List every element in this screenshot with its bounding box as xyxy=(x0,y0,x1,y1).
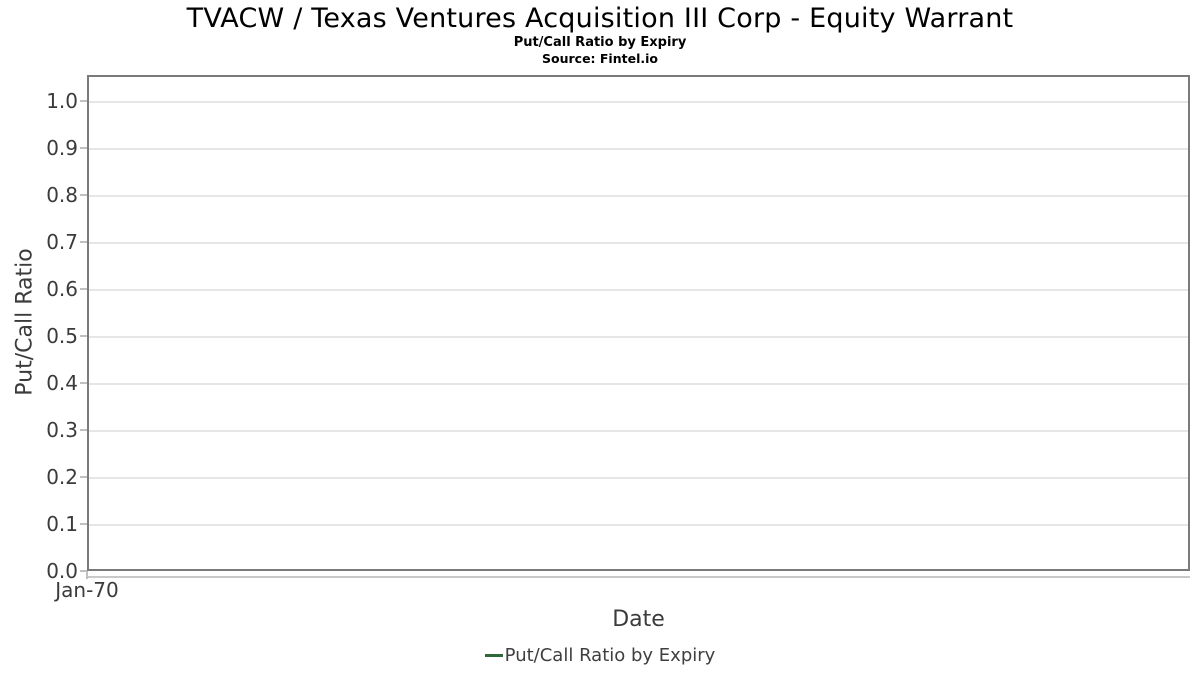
chart-subtitle: Put/Call Ratio by Expiry xyxy=(513,35,687,50)
y-tick-label: 0.3 xyxy=(46,418,78,442)
y-tick-label: 0.0 xyxy=(46,559,78,583)
y-tick-mark xyxy=(80,100,87,102)
y-tick-mark xyxy=(80,241,87,243)
x-tick-label: Jan-70 xyxy=(55,578,119,602)
chart-source-note: Source: Fintel.io xyxy=(542,51,658,66)
legend-item-putcall-ratio[interactable]: Put/Call Ratio by Expiry xyxy=(484,645,716,666)
y-tick-mark xyxy=(80,335,87,337)
gridline xyxy=(89,101,1188,103)
legend: Put/Call Ratio by Expiry xyxy=(0,645,1200,666)
y-tick-mark xyxy=(80,476,87,478)
y-tick-label: 0.7 xyxy=(46,230,78,254)
gridline xyxy=(89,242,1188,244)
y-tick-mark xyxy=(80,570,87,572)
y-tick-mark xyxy=(80,288,87,290)
plot-area xyxy=(87,75,1190,571)
y-tick-mark xyxy=(80,382,87,384)
y-tick-label: 0.8 xyxy=(46,183,78,207)
chart-title: TVACW / Texas Ventures Acquisition III C… xyxy=(186,3,1014,34)
y-tick-mark xyxy=(80,523,87,525)
gridline xyxy=(89,383,1188,385)
y-tick-label: 0.6 xyxy=(46,277,78,301)
y-tick-label: 0.5 xyxy=(46,324,78,348)
legend-label: Put/Call Ratio by Expiry xyxy=(504,645,716,666)
gridline xyxy=(89,195,1188,197)
gridline xyxy=(89,289,1188,291)
y-tick-mark xyxy=(80,147,87,149)
y-tick-label: 1.0 xyxy=(46,89,78,113)
gridline xyxy=(89,148,1188,150)
y-tick-label: 0.1 xyxy=(46,512,78,536)
x-axis-line xyxy=(86,576,1190,578)
y-tick-label: 0.4 xyxy=(46,371,78,395)
gridline xyxy=(89,524,1188,526)
x-axis-title: Date xyxy=(612,607,665,632)
series-line-marker-icon xyxy=(484,654,503,657)
y-tick-mark xyxy=(80,194,87,196)
gridline xyxy=(89,477,1188,479)
y-tick-label: 0.9 xyxy=(46,136,78,160)
y-tick-mark xyxy=(80,429,87,431)
y-axis-title: Put/Call Ratio xyxy=(12,248,38,396)
y-tick-label: 0.2 xyxy=(46,465,78,489)
gridline xyxy=(89,430,1188,432)
gridline xyxy=(89,336,1188,338)
x-tick-mark xyxy=(86,571,88,579)
